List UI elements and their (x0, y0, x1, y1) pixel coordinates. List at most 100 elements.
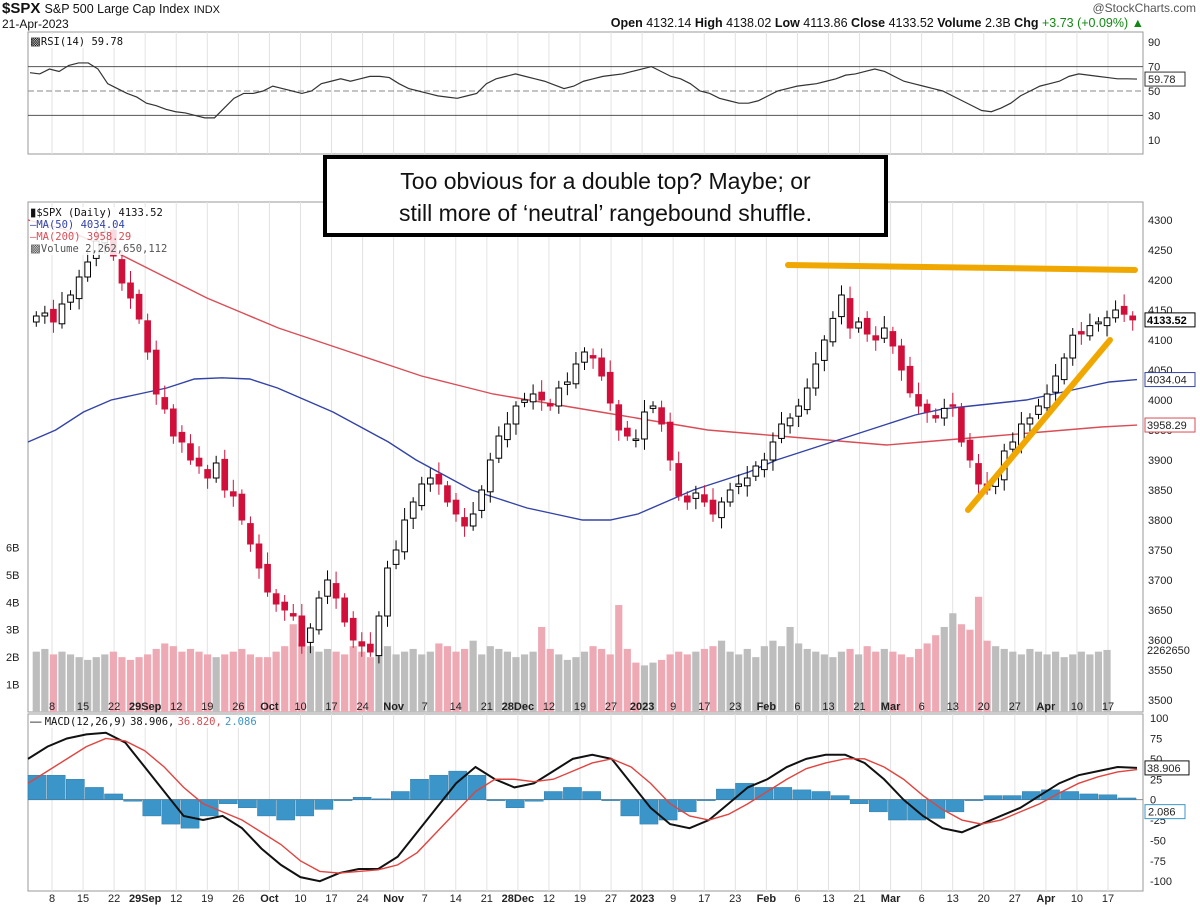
volume-bar (957, 624, 965, 712)
macd-y-tick: 75 (1150, 733, 1162, 745)
volume-bar (1094, 651, 1103, 712)
open-value: 4132.14 (646, 16, 692, 30)
volume-bar (580, 651, 589, 712)
candle (204, 464, 211, 489)
volume-bar (932, 635, 940, 712)
low-value: 4113.86 (803, 16, 848, 30)
ma200-value-label: 3958.29 (1147, 420, 1187, 432)
candle-body (769, 441, 777, 461)
price-x-tick: 2023 (630, 701, 654, 713)
candle-body (349, 617, 357, 641)
close-value-label: 4133.52 (1147, 315, 1187, 327)
candle (632, 429, 640, 448)
candle-body (1060, 357, 1068, 381)
price-y-tick: 4300 (1148, 215, 1172, 227)
macd-histogram-bar (773, 787, 793, 800)
volume-bar (486, 646, 494, 712)
panel-frame (27, 31, 1144, 155)
candle-body (812, 363, 820, 389)
macd-x-tick: 29Sep (129, 893, 162, 905)
candle-body (589, 355, 597, 359)
ma200-legend-icon: — (30, 231, 37, 243)
candle (1086, 313, 1094, 341)
candle-body (958, 407, 965, 443)
volume-bar (460, 648, 469, 712)
rsi-legend-text: RSI(14) 59.78 (40, 36, 124, 48)
candle-body (75, 276, 83, 300)
candle-body (649, 405, 657, 409)
price-x-tick: 6 (794, 701, 800, 713)
volume-bar (863, 646, 871, 712)
volume-bar (503, 651, 512, 712)
high-value: 4138.02 (726, 16, 772, 30)
candle (932, 408, 940, 423)
volume-bar (983, 640, 991, 712)
macd-legend-name: MACD(12,26,9) (44, 716, 127, 728)
volume-bar (358, 651, 366, 712)
candle-body (1120, 305, 1128, 315)
macd-x-tick: Nov (383, 893, 405, 905)
candle-body (67, 294, 74, 303)
candle (349, 611, 357, 648)
price-y-tick: 3550 (1148, 665, 1172, 677)
price-y-tick: 4200 (1148, 275, 1172, 287)
macd-histogram-bar (142, 799, 162, 817)
rsi-y-tick: 10 (1148, 135, 1160, 147)
candle (624, 421, 631, 441)
volume-bar (221, 654, 229, 712)
volume-bar (1043, 654, 1051, 712)
volume-bar (392, 654, 400, 712)
volume-legend-icon: ▩ (30, 243, 41, 255)
volume-bar (777, 646, 786, 712)
volume-y-tick: 6B (6, 542, 19, 554)
candle (272, 589, 280, 612)
candle (803, 378, 811, 415)
ma50-legend-icon: — (30, 219, 37, 231)
macd-histogram-bar (295, 799, 315, 817)
volume-bar (92, 657, 100, 712)
candle (718, 497, 725, 529)
price-y-tick: 3700 (1148, 575, 1172, 587)
candle (41, 305, 49, 324)
ticker-symbol: $SPX (2, 0, 41, 17)
volume-bar (298, 643, 306, 712)
volume-bar (246, 654, 255, 712)
candle-body (1086, 325, 1094, 337)
price-x-tick: 19 (201, 701, 213, 713)
candle (769, 432, 777, 471)
macd-histogram-bar (926, 799, 946, 819)
macd-histogram-bar (391, 791, 410, 800)
signal-legend-value: 36.820, (177, 716, 222, 728)
macd-x-tick: 28Dec (502, 893, 534, 905)
volume-bar (974, 596, 983, 712)
candle-body (118, 259, 126, 284)
macd-x-tick: 7 (422, 893, 428, 905)
volume-bar (289, 624, 297, 712)
candle-body (324, 579, 331, 597)
rsi-legend: ▩RSI(14) 59.78 (30, 34, 124, 48)
hist-value-label: 2.086 (1148, 807, 1176, 819)
volume-bar (1009, 651, 1017, 712)
candle (615, 400, 623, 441)
volume-bar (135, 657, 143, 712)
macd-histogram-bar (371, 798, 391, 801)
candle-body (358, 641, 366, 647)
price-x-tick: 12 (170, 701, 182, 713)
candle-body (1026, 417, 1034, 425)
macd-histogram-bar (697, 799, 716, 801)
macd-histogram-bar (830, 795, 850, 800)
candle-body (409, 501, 417, 519)
price-x-tick: 6 (919, 701, 925, 713)
ma200-legend-text: MA(200) 3958.29 (36, 231, 132, 243)
macd-y-tick: -50 (1150, 835, 1166, 847)
macd-histogram-bar (46, 774, 66, 800)
candle (409, 497, 417, 529)
candle-body (58, 303, 66, 325)
candle (367, 632, 374, 657)
candle (701, 485, 708, 507)
candle (298, 604, 306, 654)
candle-body (906, 365, 914, 394)
price-x-tick: Nov (383, 701, 405, 713)
close-value-box (1144, 312, 1196, 328)
price-x-tick: 20 (978, 701, 990, 713)
